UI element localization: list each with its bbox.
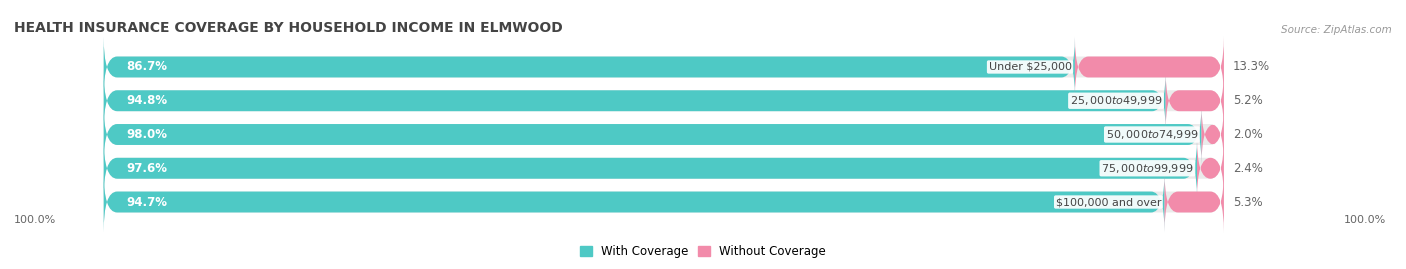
FancyBboxPatch shape (104, 37, 1223, 97)
Text: 100.0%: 100.0% (14, 215, 56, 225)
FancyBboxPatch shape (104, 104, 1223, 165)
Text: 98.0%: 98.0% (127, 128, 167, 141)
Text: $75,000 to $99,999: $75,000 to $99,999 (1101, 162, 1194, 175)
FancyBboxPatch shape (1164, 172, 1223, 232)
Text: HEALTH INSURANCE COVERAGE BY HOUSEHOLD INCOME IN ELMWOOD: HEALTH INSURANCE COVERAGE BY HOUSEHOLD I… (14, 21, 562, 35)
FancyBboxPatch shape (1166, 71, 1223, 131)
Text: 100.0%: 100.0% (1344, 215, 1386, 225)
Text: 97.6%: 97.6% (127, 162, 167, 175)
Text: 2.0%: 2.0% (1233, 128, 1263, 141)
FancyBboxPatch shape (104, 172, 1223, 232)
Legend: With Coverage, Without Coverage: With Coverage, Without Coverage (575, 240, 831, 263)
Text: $25,000 to $49,999: $25,000 to $49,999 (1070, 94, 1163, 107)
FancyBboxPatch shape (104, 37, 1076, 97)
FancyBboxPatch shape (104, 138, 1223, 198)
Text: 5.3%: 5.3% (1233, 196, 1263, 208)
Text: 5.2%: 5.2% (1233, 94, 1263, 107)
Text: 2.4%: 2.4% (1233, 162, 1263, 175)
FancyBboxPatch shape (104, 138, 1197, 198)
Text: Under $25,000: Under $25,000 (988, 62, 1071, 72)
FancyBboxPatch shape (1202, 104, 1223, 165)
FancyBboxPatch shape (104, 71, 1223, 131)
Text: 86.7%: 86.7% (127, 61, 167, 73)
FancyBboxPatch shape (1197, 138, 1223, 198)
Text: Source: ZipAtlas.com: Source: ZipAtlas.com (1281, 25, 1392, 35)
Text: 13.3%: 13.3% (1233, 61, 1270, 73)
Text: $100,000 and over: $100,000 and over (1056, 197, 1161, 207)
Text: $50,000 to $74,999: $50,000 to $74,999 (1105, 128, 1198, 141)
FancyBboxPatch shape (104, 104, 1202, 165)
Text: 94.8%: 94.8% (127, 94, 167, 107)
FancyBboxPatch shape (104, 71, 1166, 131)
FancyBboxPatch shape (1076, 37, 1223, 97)
Text: 94.7%: 94.7% (127, 196, 167, 208)
FancyBboxPatch shape (104, 172, 1164, 232)
